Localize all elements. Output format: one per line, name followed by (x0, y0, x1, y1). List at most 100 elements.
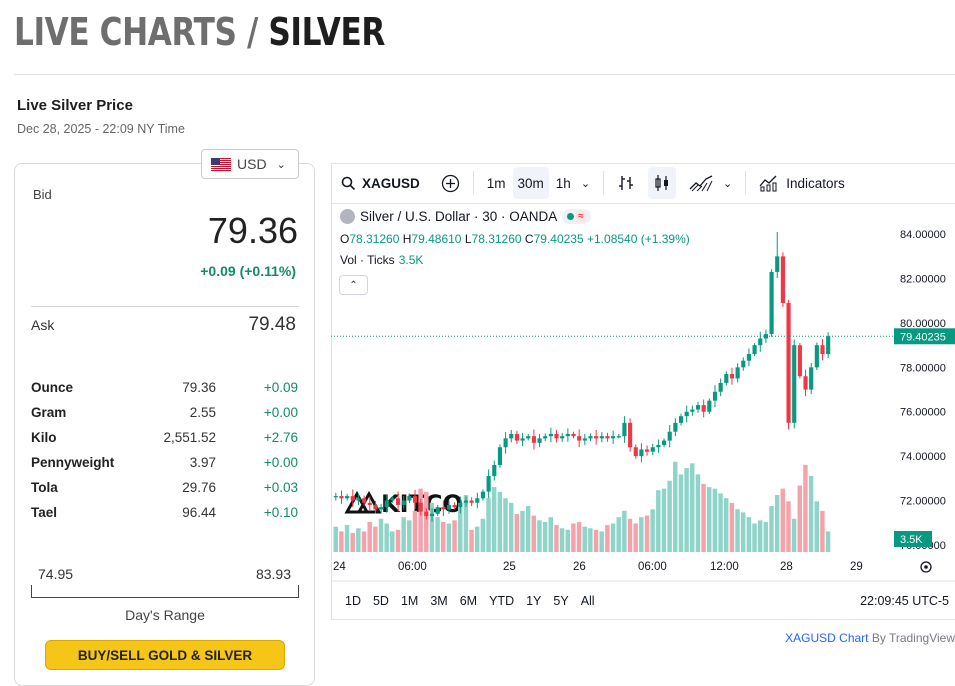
page-title: LIVE CHARTS / SILVER (14, 10, 385, 62)
volume-bar (486, 498, 491, 552)
candle-body (407, 496, 412, 501)
unit-change: +0.03 (263, 480, 298, 495)
volume-bar (356, 528, 361, 552)
candles-icon (655, 175, 669, 191)
time-range-bar: 1D 5D 1M 3M 6M YTD 1Y 5Y All (331, 588, 955, 614)
section-timestamp: Dec 28, 2025 - 22:09 NY Time (17, 122, 185, 136)
candle-body (735, 367, 740, 379)
range-tab[interactable]: All (580, 594, 595, 608)
x-tick-label: 06:00 (398, 561, 427, 573)
volume-bar (610, 523, 616, 552)
volume-bar (729, 502, 735, 552)
unit-name: Tola (31, 480, 58, 495)
range-tab[interactable]: 1Y (526, 594, 542, 608)
range-tab[interactable]: 3M (430, 594, 448, 608)
candle-body (786, 302, 791, 423)
volume-bar (390, 531, 395, 552)
candle-body (611, 436, 616, 439)
chevron-down-icon: ⌄ (276, 158, 286, 171)
x-tick-label: 24 (333, 561, 346, 573)
candle-body (741, 360, 746, 368)
unit-row: Kilo 2,551.52 +2.76 (31, 428, 299, 453)
high-label: H (402, 232, 412, 246)
volume-bar (593, 529, 599, 552)
silver-symbol-icon (340, 209, 355, 224)
y-tick-label: 76.00000 (900, 407, 946, 419)
chart-attribution: XAGUSD Chart By TradingView (785, 631, 955, 645)
candle-body (792, 345, 797, 423)
timezone-clock[interactable]: 22:09:45 UTC-5 (860, 594, 949, 608)
candle-body (492, 465, 497, 477)
x-tick-label: 12:00 (710, 561, 739, 573)
volume-bar (463, 495, 469, 552)
attribution-link[interactable]: XAGUSD Chart (785, 631, 869, 645)
toolbar-separator (472, 171, 474, 195)
interval-1m[interactable]: 1m (486, 175, 506, 191)
chevron-up-icon: ⌃ (349, 279, 358, 291)
area-style-button[interactable] (684, 167, 718, 199)
symbol-search[interactable]: XAGUSD (341, 176, 420, 191)
volume-bar (520, 510, 525, 552)
volume-bar (780, 488, 786, 552)
symbol-label: XAGUSD (362, 175, 420, 191)
candle-body (758, 338, 763, 346)
currency-select[interactable]: USD ⌄ (201, 149, 299, 179)
candle-body (480, 491, 486, 499)
candle-body (650, 447, 655, 452)
unit-price-table: Ounce 79.36 +0.09 Gram 2.55 +0.00 Kilo 2… (31, 378, 299, 528)
volume-bar (373, 526, 378, 552)
candle-body (429, 513, 435, 517)
volume-bar (769, 506, 774, 552)
compare-button[interactable] (436, 167, 465, 199)
unit-change: +0.00 (263, 405, 298, 420)
day-range-label: Day's Range (125, 607, 205, 623)
candle-body (345, 496, 350, 499)
candle-style-button[interactable] (648, 167, 677, 199)
y-tick-label: 80.00000 (900, 318, 946, 330)
volume-bar (525, 506, 531, 552)
volume-bar (474, 526, 480, 552)
range-tab[interactable]: YTD (489, 594, 515, 608)
toolbar-divider (331, 203, 955, 204)
indicators-button[interactable]: Indicators (754, 167, 850, 199)
volume-bar (667, 480, 672, 552)
interval-1h[interactable]: 1h (555, 175, 571, 191)
us-flag-icon (211, 157, 231, 171)
candle-body (797, 345, 802, 377)
price-chart[interactable]: KITCO84.0000082.0000080.0000078.0000076.… (331, 204, 955, 582)
volume-bar (701, 483, 706, 552)
chart-type-dropdown[interactable]: ⌄ (718, 167, 737, 199)
volume-bar (571, 523, 576, 552)
page-title-prefix: LIVE CHARTS / (14, 10, 269, 54)
candle-body (424, 511, 429, 517)
plus-circle-icon (441, 174, 459, 192)
collapse-legend-button[interactable]: ⌃ (339, 275, 368, 295)
x-tick-label: 25 (503, 561, 516, 573)
candle-body (565, 433, 570, 437)
range-tab[interactable]: 1D (345, 594, 361, 608)
bar-style-button[interactable] (612, 167, 640, 199)
unit-row: Ounce 79.36 +0.09 (31, 378, 299, 403)
range-tab[interactable]: 6M (459, 594, 478, 608)
range-tab[interactable]: 1M (400, 594, 419, 608)
candle-body (746, 354, 752, 361)
volume-bar (480, 518, 486, 552)
interval-30m[interactable]: 30m (512, 167, 549, 199)
volume-bar (644, 515, 650, 552)
candle-body (537, 438, 542, 443)
buy-sell-button[interactable]: BUY/SELL GOLD & SILVER (45, 640, 285, 670)
interval-dropdown[interactable]: ⌄ (576, 167, 595, 199)
range-tab[interactable]: 5Y (553, 594, 569, 608)
bars-icon (619, 176, 634, 190)
volume-bar (401, 517, 406, 552)
unit-row: Gram 2.55 +0.00 (31, 403, 299, 428)
candle-body (486, 476, 491, 492)
attribution-suffix: By TradingView (868, 631, 955, 645)
chart-legend: Silver / U.S. Dollar · 30 · OANDA ≈ (340, 209, 591, 224)
ask-label: Ask (31, 317, 55, 333)
candle-body (520, 438, 525, 441)
candle-body (729, 374, 735, 379)
candle-body (820, 345, 825, 355)
range-tab[interactable]: 5D (372, 594, 389, 608)
area-chart-icon (689, 175, 713, 192)
